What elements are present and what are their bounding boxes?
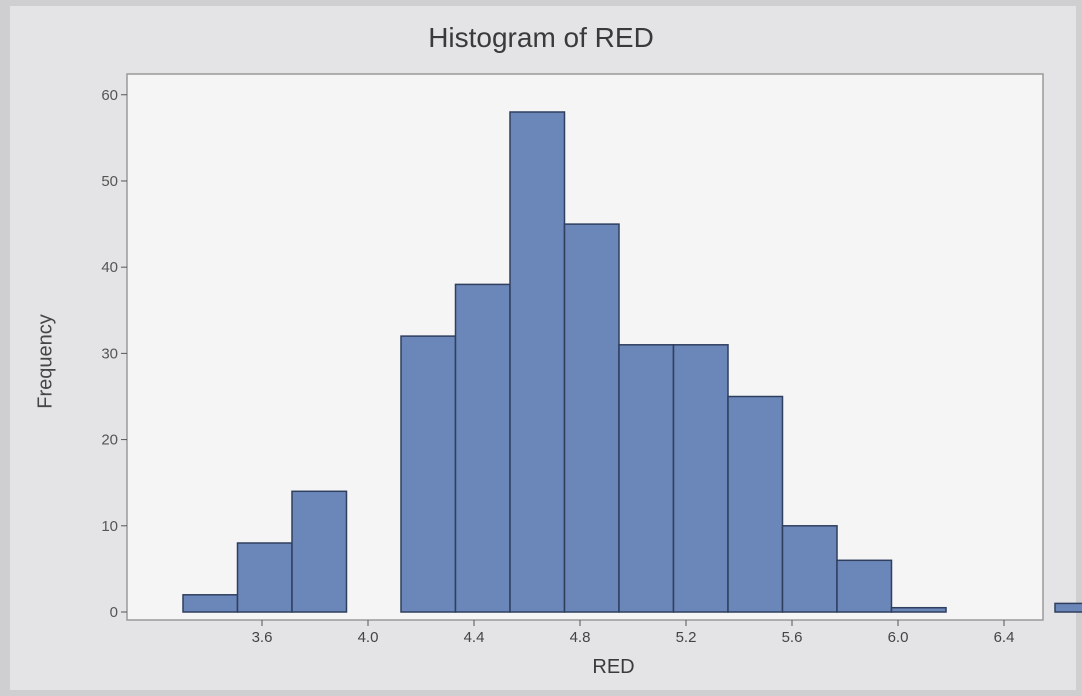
y-tick-label: 50 <box>101 173 118 190</box>
y-tick-label: 30 <box>101 345 118 362</box>
histogram-bar <box>236 542 293 613</box>
x-tick-label: 6.0 <box>888 629 909 646</box>
histogram-bar <box>890 606 947 613</box>
histogram-bar <box>781 525 838 613</box>
y-tick-label: 0 <box>110 604 118 621</box>
histogram-bar <box>836 559 893 613</box>
y-tick-label: 40 <box>101 259 118 276</box>
x-tick-label: 5.2 <box>676 629 697 646</box>
y-tick-label: 20 <box>101 432 118 449</box>
histogram-bar <box>618 344 675 613</box>
histogram-bar <box>291 490 348 613</box>
histogram-bar <box>509 111 566 613</box>
x-axis-label: RED <box>592 656 635 678</box>
y-tick-label: 60 <box>101 87 118 104</box>
x-axis: 3.6 4.0 4.4 4.8 5.2 5.6 6.0 6.4 <box>252 620 1015 646</box>
bars-group <box>182 111 1082 613</box>
x-tick-label: 4.0 <box>358 629 379 646</box>
histogram-bar <box>1054 602 1082 613</box>
histogram-bar <box>563 223 620 613</box>
histogram-bar <box>672 344 729 613</box>
x-tick-label: 4.4 <box>464 629 485 646</box>
x-tick-label: 3.6 <box>252 629 273 646</box>
y-axis: 0 10 20 30 40 50 60 <box>101 87 127 621</box>
histogram-bar <box>454 283 511 613</box>
histogram-bar <box>400 335 457 613</box>
x-tick-label: 4.8 <box>570 629 591 646</box>
x-tick-label: 6.4 <box>994 629 1015 646</box>
x-tick-label: 5.6 <box>782 629 803 646</box>
histogram-bar <box>182 594 239 613</box>
y-tick-label: 10 <box>101 518 118 535</box>
histogram-bar <box>727 395 784 613</box>
chart-title: Histogram of RED <box>428 22 654 53</box>
